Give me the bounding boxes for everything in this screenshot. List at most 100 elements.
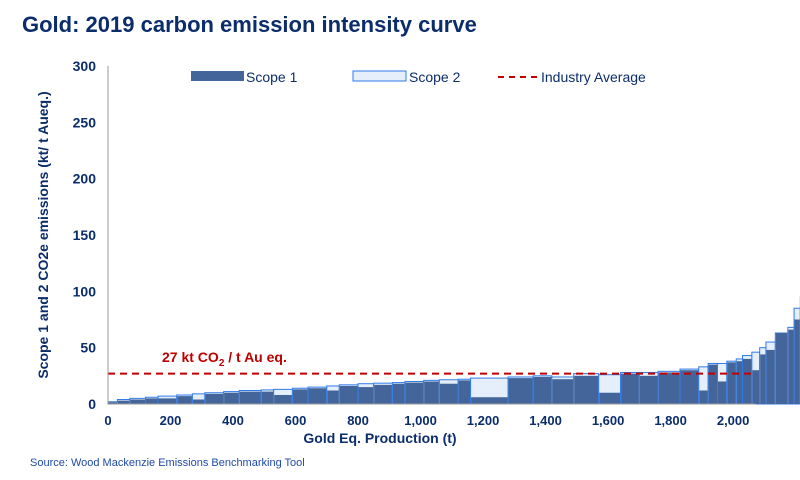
bars-group [107,296,800,405]
x-tick-label: 2,000 [717,413,750,428]
segment [423,379,440,405]
bar-scope1 [599,392,621,404]
segment [457,378,472,405]
segment [759,347,767,405]
segment [238,389,262,405]
bar-scope1 [327,390,339,404]
segment [404,380,425,405]
x-tick-label: 200 [160,413,182,428]
x-tick-label: 800 [347,413,369,428]
segment [735,358,743,405]
x-tick-label: 600 [285,413,307,428]
bar-scope1 [424,381,439,404]
bar-scope1 [224,392,239,404]
bar-scope1 [177,396,192,404]
x-tick-label: 1,600 [592,413,625,428]
bar-scope1 [158,398,177,404]
source-note: Source: Wood Mackenzie Emissions Benchma… [30,457,305,469]
bar-scope1 [752,370,760,404]
bar-scope1 [146,398,158,404]
bar-scope1 [308,388,327,404]
x-tick-label: 1,200 [467,413,500,428]
segment [273,388,293,405]
segment [338,384,359,405]
bar-scope1 [239,391,261,404]
bar-scope1 [108,402,117,404]
bar-scope1 [574,375,599,404]
segment [129,397,147,405]
bar-scope1 [727,362,736,404]
segment [787,326,795,405]
y-tick-label: 250 [73,114,97,130]
segment [176,394,193,405]
bar-scope1 [339,385,358,404]
segment [620,371,640,405]
segment [438,379,459,405]
y-tick-label: 300 [73,58,97,74]
bar-scope1 [274,394,292,404]
bar-scope1 [658,372,680,404]
segment [157,395,178,405]
x-axis-label: Gold Eq. Production (t) [303,430,456,446]
bar-scope1 [708,364,717,404]
x-tick-label: 1,800 [654,413,687,428]
segment [698,366,709,405]
bar-scope1 [699,390,708,404]
x-tick-label: 400 [222,413,244,428]
bar-scope1 [405,382,424,404]
legend-swatch-scope2 [352,70,407,82]
x-tick-label: 0 [104,413,111,428]
y-tick-label: 200 [73,171,97,187]
bar-scope1 [766,349,775,404]
segment [391,382,406,405]
segment [741,355,753,405]
bar-scope1 [439,383,458,404]
y-tick-label: 0 [88,396,96,412]
legend-label-scope1: Scope 1 [246,69,298,85]
chart-title: Gold: 2019 carbon emission intensity cur… [22,12,477,37]
legend-label-average: Industry Average [541,69,646,85]
bar-scope1 [117,400,130,404]
segment [357,383,375,405]
industry-average-label: 27 kt CO2 / t Au eq. [162,349,287,369]
y-tick-label: 50 [80,340,96,356]
bar-scope1 [717,381,727,404]
segment [223,391,240,405]
y-tick-label: 150 [73,227,97,243]
segment [765,341,776,405]
bar-scope1 [508,378,533,404]
segment [598,374,622,405]
segment [326,385,340,405]
y-axis-label: Scope 1 and 2 CO2e emissions (kt/ t Aueq… [35,91,51,378]
x-tick-label: 1,000 [404,413,437,428]
legend: Scope 1 Scope 2 Industry Average [191,69,646,85]
bar-scope1 [533,376,552,404]
segment [751,351,761,405]
bar-scope1 [760,354,766,404]
bar-scope1 [292,389,308,404]
bar-scope1 [621,373,639,404]
bar-scope1 [130,399,146,404]
bar-scope1 [471,397,508,404]
legend-label-scope2: Scope 2 [409,69,461,85]
segment [726,360,737,405]
bar-scope1 [205,393,224,404]
bar-scope1 [358,387,374,404]
bar-scope1 [458,380,471,404]
segment [204,392,225,405]
bar-scope1 [261,391,274,404]
segment [191,393,206,405]
segment [307,386,328,405]
segment [774,332,789,405]
bar-scope1 [374,384,392,404]
x-tick-label: 1,400 [529,413,562,428]
legend-swatch-scope1 [191,71,244,81]
segment [291,387,309,405]
segment [707,362,718,405]
bar-scope1 [736,361,742,404]
segment [145,396,159,405]
bar-scope1 [552,379,574,404]
segment [373,382,393,405]
segment [470,377,509,405]
